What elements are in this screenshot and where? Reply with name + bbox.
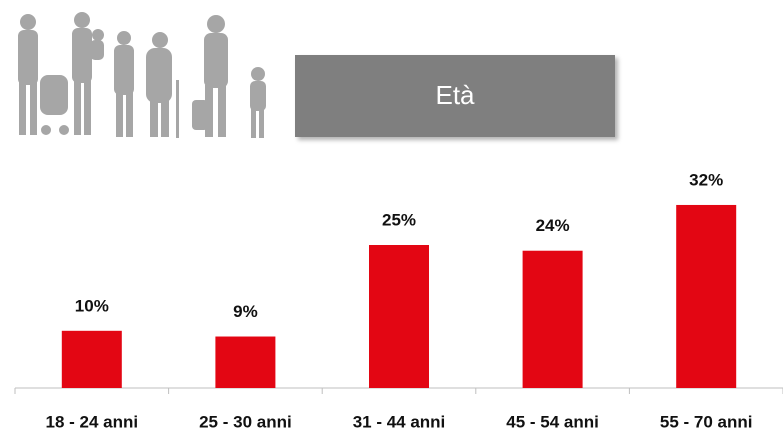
bar bbox=[522, 250, 583, 388]
x-tick-label: 31 - 44 anni bbox=[353, 412, 446, 431]
data-label: 24% bbox=[536, 216, 570, 235]
bar bbox=[676, 204, 737, 388]
people-silhouettes bbox=[18, 12, 266, 138]
bar bbox=[215, 336, 276, 388]
x-tick-label: 25 - 30 anni bbox=[199, 412, 292, 431]
data-label: 32% bbox=[689, 170, 723, 189]
data-label: 9% bbox=[233, 302, 258, 321]
title-box bbox=[295, 55, 615, 137]
data-label: 10% bbox=[75, 296, 109, 315]
x-tick-label: 45 - 54 anni bbox=[506, 412, 599, 431]
x-tick-label: 55 - 70 anni bbox=[660, 412, 753, 431]
bar bbox=[61, 330, 122, 388]
bar bbox=[369, 245, 429, 388]
chart-title: Età bbox=[435, 80, 475, 110]
data-label: 25% bbox=[382, 210, 416, 229]
x-tick-label: 18 - 24 anni bbox=[45, 412, 138, 431]
